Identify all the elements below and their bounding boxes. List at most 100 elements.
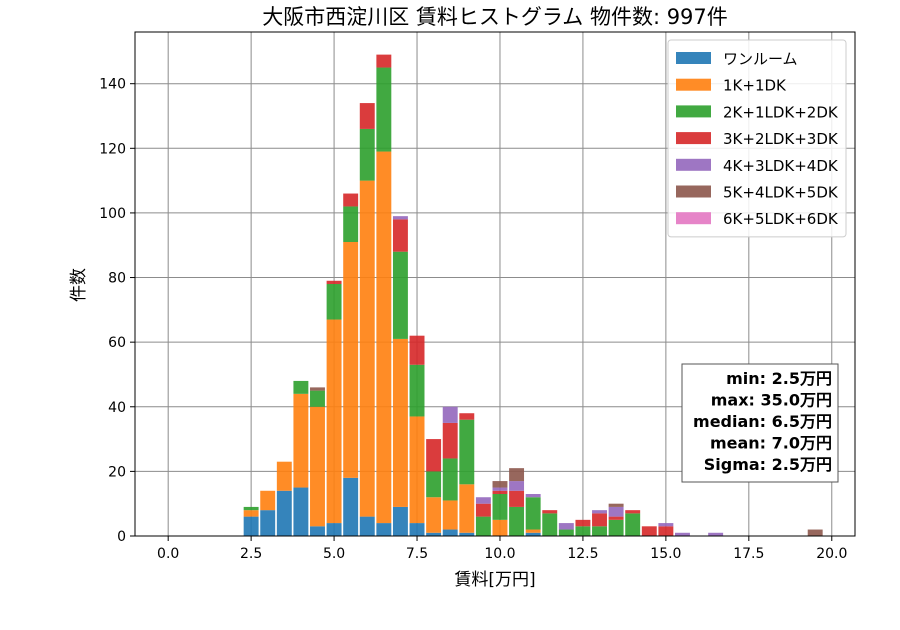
bar-segment xyxy=(293,393,309,488)
bar-segment xyxy=(343,242,359,478)
bar-segment xyxy=(260,490,276,511)
bar-segment xyxy=(343,193,359,207)
bar-segment xyxy=(542,510,558,514)
bar-segment xyxy=(807,529,823,536)
bar-segment xyxy=(459,484,475,533)
bars xyxy=(243,54,823,536)
bar-segment xyxy=(442,422,458,459)
bar-segment xyxy=(509,481,525,491)
bar-segment xyxy=(310,390,325,407)
bar-segment xyxy=(492,481,508,488)
x-tick-label: 12.5 xyxy=(567,546,598,562)
legend-box xyxy=(667,39,847,238)
bar-segment xyxy=(641,526,657,536)
bar-segment xyxy=(276,461,292,491)
x-tick-label: 7.5 xyxy=(406,546,428,562)
legend-swatch xyxy=(676,212,711,225)
bar-segment xyxy=(392,506,408,536)
bar-segment xyxy=(326,280,342,284)
bar-segment xyxy=(326,523,342,536)
bar-segment xyxy=(558,523,574,530)
bar-segment xyxy=(509,490,525,507)
bar-segment xyxy=(359,180,375,517)
x-tick-label: 5.0 xyxy=(323,546,345,562)
bar-segment xyxy=(376,67,392,152)
bar-segment xyxy=(625,510,641,514)
bar-segment xyxy=(409,335,425,365)
bar-segment xyxy=(459,532,475,536)
bar-segment xyxy=(426,439,442,472)
x-tick-label: 15.0 xyxy=(650,546,681,562)
bar-segment xyxy=(525,494,541,498)
bar-segment xyxy=(392,216,408,220)
bar-segment xyxy=(376,523,392,536)
bar-segment xyxy=(392,251,408,339)
y-tick-label: 60 xyxy=(108,335,126,351)
bar-segment xyxy=(426,497,442,533)
bar-segment xyxy=(525,497,541,530)
bar-segment xyxy=(326,284,342,320)
bar-segment xyxy=(359,103,375,129)
bar-segment xyxy=(608,516,624,520)
bar-segment xyxy=(459,413,475,420)
legend-swatch xyxy=(676,78,711,91)
bar-segment xyxy=(310,387,325,391)
bar-segment xyxy=(475,503,491,517)
legend-label: 1K+1DK xyxy=(723,77,787,95)
y-tick-label: 100 xyxy=(99,206,126,222)
bar-segment xyxy=(293,487,309,536)
bar-segment xyxy=(409,364,425,417)
bar-segment xyxy=(592,526,607,536)
bar-segment xyxy=(558,529,574,536)
y-tick-label: 140 xyxy=(99,77,126,93)
y-axis-ticks: 0 20 40 60 80 100 120 140 xyxy=(99,77,135,545)
legend-label: 2K+1LDK+2DK xyxy=(723,103,839,121)
chart-title: 大阪市西淀川区 賃料ヒストグラム 物件数: 997件 xyxy=(262,5,728,29)
bar-segment xyxy=(575,526,591,536)
legend-swatch xyxy=(676,158,711,171)
legend-label: 3K+2LDK+3DK xyxy=(723,130,839,148)
y-tick-label: 80 xyxy=(108,271,126,287)
bar-segment xyxy=(260,510,276,536)
x-tick-label: 20.0 xyxy=(816,546,847,562)
bar-segment xyxy=(608,506,624,517)
legend-swatch xyxy=(676,52,711,64)
bar-segment xyxy=(442,458,458,501)
bar-segment xyxy=(608,519,624,536)
bar-segment xyxy=(376,151,392,524)
bar-segment xyxy=(708,532,724,536)
grid-lines xyxy=(135,32,855,537)
stats-line: mean: 7.0万円 xyxy=(710,434,832,453)
bar-segment xyxy=(243,506,259,511)
bar-segment xyxy=(293,380,309,394)
bar-segment xyxy=(310,406,325,527)
bar-segment xyxy=(492,519,508,536)
bar-segment xyxy=(475,497,491,504)
y-axis-label: 件数 xyxy=(69,268,89,302)
bar-segment xyxy=(658,526,674,536)
bar-segment xyxy=(276,490,292,536)
bar-segment xyxy=(426,471,442,498)
bar-segment xyxy=(243,516,259,536)
bar-segment xyxy=(525,529,541,533)
bar-segment xyxy=(492,490,508,494)
bar-segment xyxy=(409,416,425,524)
legend-label: 4K+3LDK+4DK xyxy=(723,157,839,175)
bar-segment xyxy=(509,506,525,536)
y-tick-label: 40 xyxy=(108,400,126,416)
x-axis-label: 賃料[万円] xyxy=(454,570,535,590)
bar-segment xyxy=(525,532,541,536)
x-tick-label: 10.0 xyxy=(484,546,515,562)
legend-swatch xyxy=(676,132,711,145)
x-tick-label: 0.0 xyxy=(157,546,179,562)
legend-label: 6K+5LDK+6DK xyxy=(723,210,839,228)
plot-frame xyxy=(134,31,856,537)
stats-box: min: 2.5万円 max: 35.0万円 median: 6.5万円 mean: … xyxy=(681,363,839,483)
stats-line: Sigma: 2.5万円 xyxy=(704,455,832,474)
legend-swatch xyxy=(676,105,711,118)
bar-segment xyxy=(376,54,392,68)
y-tick-label: 120 xyxy=(99,141,126,157)
bar-segment xyxy=(608,503,624,507)
bar-segment xyxy=(592,510,607,514)
